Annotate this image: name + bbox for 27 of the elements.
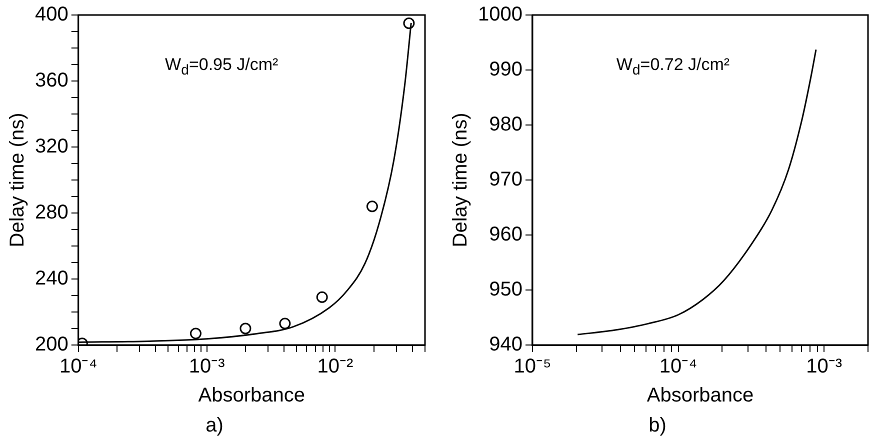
y-tick-label: 990 — [489, 58, 522, 81]
y-axis-title: Delay time (ns) — [6, 112, 29, 248]
y-tick-label: 200 — [34, 334, 68, 356]
x-tick-label: 10⁻³ — [806, 356, 842, 378]
x-tick-label: 10⁻⁴ — [59, 356, 98, 378]
y-tick-label: 400 — [34, 4, 68, 26]
text: b) — [648, 414, 666, 437]
y-tick-label: 280 — [34, 202, 68, 224]
x-axis-title: Absorbance — [198, 384, 306, 407]
x-axis-title: Absorbance — [646, 384, 754, 407]
x-tick-label: 10⁻⁴ — [659, 356, 698, 378]
y-tick-label: 950 — [489, 278, 522, 301]
x-tick-label: 10⁻³ — [188, 356, 226, 378]
y-tick-label: 970 — [489, 168, 522, 191]
y-tick-label: 360 — [34, 70, 68, 92]
y-tick-label: 980 — [489, 114, 522, 136]
y-tick-label: 1000 — [478, 4, 522, 26]
y-tick-label: 320 — [34, 136, 68, 158]
annotation: W$_{d}$=0.95 J/cm² — [165, 54, 278, 78]
x-tick-label: 10⁻² — [317, 356, 354, 378]
x-tick-label: 10⁻⁵ — [514, 356, 552, 378]
y-axis-title: Delay time (ns) — [450, 112, 472, 248]
text: a) — [206, 414, 224, 437]
y-tick-label: 240 — [34, 268, 68, 290]
y-tick-label: 960 — [489, 224, 522, 246]
y-tick-label: 940 — [489, 334, 522, 356]
annotation: W$_{d}$=0.72 J/cm² — [616, 54, 730, 78]
